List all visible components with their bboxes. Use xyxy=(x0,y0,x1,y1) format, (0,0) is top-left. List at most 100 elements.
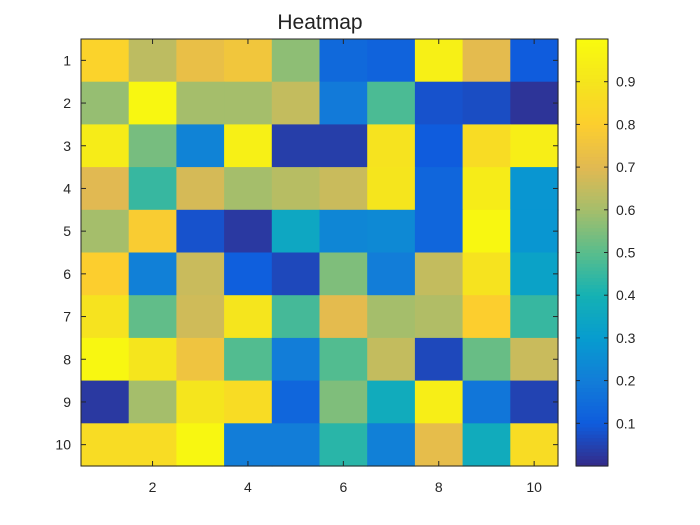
heatmap-cell xyxy=(224,81,273,125)
colorbar-segment xyxy=(576,78,608,83)
heatmap-cell xyxy=(510,209,559,254)
heatmap-cell xyxy=(271,39,321,83)
heatmap-cell xyxy=(462,39,511,83)
colorbar-segment xyxy=(576,252,608,257)
colorbar-segment xyxy=(576,341,608,346)
heatmap-cell xyxy=(462,81,511,125)
colorbar-segment xyxy=(576,163,608,168)
heatmap-cell xyxy=(81,39,130,83)
heatmap-cell xyxy=(176,81,225,125)
colorbar: 0.1 0.2 0.3 0.4 0.5 0.6 0.7 0.8 0.9 xyxy=(575,38,636,467)
heatmap-cell xyxy=(224,209,273,254)
heatmap-cell xyxy=(319,337,368,382)
heatmap-cell xyxy=(128,39,177,83)
colorbar-tick-label: 0.4 xyxy=(616,287,636,303)
heatmap-cell xyxy=(367,167,416,211)
colorbar-segment xyxy=(576,305,608,311)
colorbar-segment xyxy=(576,355,608,360)
colorbar-segment xyxy=(576,455,608,460)
colorbar-segment xyxy=(576,401,608,407)
colorbar-segment xyxy=(576,359,608,364)
heatmap-cell xyxy=(271,295,321,339)
heatmap-cell xyxy=(128,337,177,382)
y-tick-label: 7 xyxy=(63,309,71,325)
heatmap-cell xyxy=(176,252,225,296)
colorbar-segment xyxy=(576,409,608,414)
heatmap-cell xyxy=(414,252,464,296)
heatmap-cell xyxy=(414,39,464,83)
colorbar-segment xyxy=(576,88,608,93)
heatmap-cell xyxy=(176,337,225,382)
colorbar-segment xyxy=(576,348,608,353)
colorbar-segment xyxy=(576,106,608,111)
heatmap-cell xyxy=(462,209,511,254)
heatmap-cell xyxy=(414,81,464,125)
heatmap-cell xyxy=(81,167,130,211)
colorbar-tick-label: 0.8 xyxy=(616,116,636,132)
colorbar-segment xyxy=(576,71,608,76)
colorbar-segment xyxy=(576,309,608,314)
heatmap-cell xyxy=(81,295,130,339)
heatmap-cell xyxy=(367,423,416,467)
y-tick-label: 1 xyxy=(63,52,71,68)
heatmap-cell xyxy=(462,337,511,382)
colorbar-segment xyxy=(576,188,608,193)
heatmap-cell xyxy=(462,380,511,424)
heatmap-cell xyxy=(414,423,464,467)
colorbar-segment xyxy=(576,373,608,378)
colorbar-segment xyxy=(576,352,608,357)
y-tick-label: 4 xyxy=(63,180,71,196)
heatmap-cell xyxy=(462,124,511,168)
colorbar-segment xyxy=(576,412,608,417)
colorbar-segment xyxy=(576,60,608,65)
heatmap-cell xyxy=(271,124,321,168)
y-tick-label: 8 xyxy=(63,351,71,367)
colorbar-segment xyxy=(576,199,608,204)
colorbar-segment xyxy=(576,227,608,232)
colorbar-segment xyxy=(576,74,608,79)
colorbar-segment xyxy=(576,398,608,403)
colorbar-segment xyxy=(576,42,608,47)
heatmap-cell xyxy=(319,423,368,467)
colorbar-segment xyxy=(576,120,608,125)
colorbar-segment xyxy=(576,135,608,140)
colorbar-segment xyxy=(576,437,608,442)
heatmap-cell xyxy=(224,295,273,339)
y-tick-label: 3 xyxy=(63,138,71,154)
colorbar-segment xyxy=(576,387,608,392)
x-tick-label: 10 xyxy=(526,479,542,495)
colorbar-segment xyxy=(576,231,608,236)
colorbar-segment xyxy=(576,384,608,389)
heatmap-cell xyxy=(510,337,559,382)
heatmap-cell xyxy=(367,295,416,339)
heatmap-cell xyxy=(128,167,177,211)
colorbar-segment xyxy=(576,430,608,435)
heatmap-cell xyxy=(128,209,177,254)
colorbar-segment xyxy=(576,298,608,303)
colorbar-segment xyxy=(576,127,608,133)
colorbar-segment xyxy=(576,241,608,246)
heatmap-cell xyxy=(510,252,559,296)
heatmap-cell xyxy=(271,252,321,296)
colorbar-segment xyxy=(576,426,608,432)
heatmap-cell xyxy=(414,380,464,424)
colorbar-segment xyxy=(576,444,608,449)
colorbar-segment xyxy=(576,362,608,367)
colorbar-segment xyxy=(576,416,608,421)
colorbar-tick-label: 0.3 xyxy=(616,330,636,346)
x-tick-label: 6 xyxy=(339,479,347,495)
colorbar-segment xyxy=(576,277,608,282)
colorbar-segment xyxy=(576,280,608,286)
heatmap-cell xyxy=(224,252,273,296)
colorbar-segment xyxy=(576,152,608,158)
colorbar-segment xyxy=(576,92,608,97)
heatmap-cell xyxy=(510,39,559,83)
heatmap-cell xyxy=(367,252,416,296)
heatmap-cell xyxy=(128,295,177,339)
heatmap-cell xyxy=(81,423,130,467)
plot-frame xyxy=(80,38,559,467)
colorbar-segment xyxy=(576,177,608,182)
colorbar-segment xyxy=(576,95,608,101)
colorbar-segment xyxy=(576,266,608,271)
heatmap-cell xyxy=(367,380,416,424)
